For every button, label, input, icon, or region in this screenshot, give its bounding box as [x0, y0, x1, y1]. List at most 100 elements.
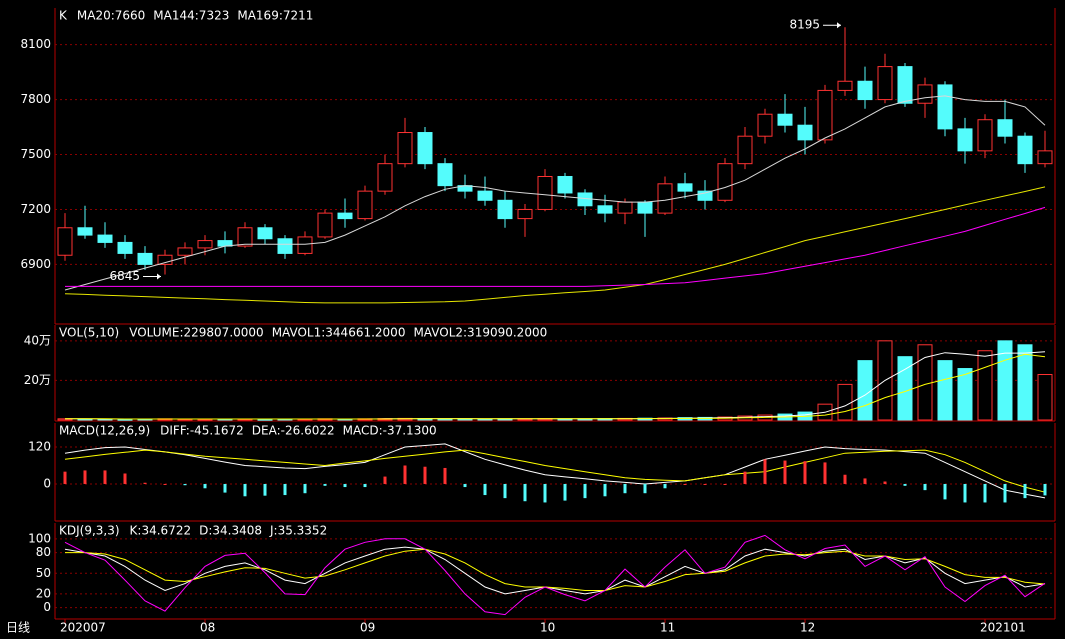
bar [823, 462, 827, 484]
legend-entry: MA144:7323 [153, 9, 229, 23]
y-tick-label: 0 [43, 476, 51, 490]
bar [483, 483, 487, 496]
candle-body [837, 80, 853, 91]
series-line [65, 353, 1046, 420]
bar [1003, 483, 1007, 503]
candle-body [817, 89, 833, 141]
x-axis-label: 日线 [6, 621, 30, 635]
candle-body [697, 190, 713, 201]
candle-body [357, 190, 373, 220]
candle-body [937, 84, 953, 130]
bar [743, 471, 747, 484]
candle-body [657, 183, 673, 214]
y-tick-label: 20 [36, 586, 51, 600]
legend-entry: VOLUME:229807.0000 [129, 326, 263, 340]
y-tick-label: 40万 [24, 333, 51, 347]
bar [977, 350, 993, 421]
bar [123, 473, 127, 484]
y-tick-label: 7200 [20, 202, 51, 216]
candle-body [157, 254, 173, 265]
series-line [64, 443, 1046, 499]
bar [603, 483, 607, 497]
bar [1023, 483, 1027, 499]
candle-body [137, 252, 153, 265]
bar [423, 466, 427, 484]
y-tick-label: 50 [36, 566, 51, 580]
candle-body [797, 124, 813, 141]
bar [843, 474, 847, 484]
x-tick-label: 202101 [980, 621, 1026, 635]
candle-body [97, 234, 113, 243]
bar [283, 483, 287, 496]
legend-entry: DIFF:-45.1672 [160, 424, 244, 438]
candle-body [417, 132, 433, 165]
candle-body [677, 183, 693, 192]
bar [1043, 483, 1047, 496]
candle-body [197, 240, 213, 249]
candle-body [317, 212, 333, 238]
candle-body [437, 163, 453, 187]
bar [837, 383, 853, 421]
candle-body [737, 135, 753, 165]
candle-body [557, 175, 573, 194]
bar [663, 483, 667, 489]
legend-entry: J:35.3352 [269, 524, 327, 538]
candle-body [757, 113, 773, 137]
bar [957, 368, 973, 421]
candle-body [617, 201, 633, 214]
bar [83, 470, 87, 484]
bar [183, 483, 187, 486]
bar [857, 360, 873, 421]
bar [723, 483, 727, 485]
candle-body [897, 66, 913, 104]
candle-body [297, 236, 313, 254]
bar [943, 483, 947, 500]
series-line [64, 186, 1046, 304]
bar [523, 483, 527, 502]
bar [763, 459, 767, 484]
candle-body [917, 84, 933, 104]
series-line [64, 95, 1046, 291]
candle-body [777, 113, 793, 126]
x-tick-label: 09 [360, 621, 375, 635]
bar [63, 471, 67, 484]
x-tick-label: 12 [800, 621, 815, 635]
bar [883, 481, 887, 484]
candle-body [77, 227, 93, 236]
bar [1037, 374, 1053, 421]
candle-body [117, 241, 133, 254]
legend-entry: K:34.6722 [130, 524, 192, 538]
bar [263, 483, 267, 496]
bar [937, 360, 953, 421]
legend-entry: DEA:-26.6022 [252, 424, 335, 438]
series-line [64, 534, 1046, 616]
bar [903, 483, 907, 486]
bar [403, 465, 407, 484]
candle-body [177, 247, 193, 256]
bar [303, 483, 307, 494]
bar [923, 483, 927, 491]
y-tick-label: 8100 [20, 37, 51, 51]
candle-body [717, 163, 733, 201]
candle-body [1037, 150, 1053, 165]
candle-body [877, 66, 893, 101]
panel-title: MACD(12,26,9) [59, 424, 150, 438]
candle-body [277, 238, 293, 254]
bar [163, 483, 167, 485]
y-tick-label: 20万 [24, 373, 51, 387]
bar [1017, 344, 1033, 421]
candle-body [997, 119, 1013, 137]
series-line [64, 449, 1046, 493]
bar [863, 478, 867, 484]
candle-body [397, 132, 413, 165]
candle-body [517, 208, 533, 220]
bar [563, 483, 567, 501]
bar [963, 483, 967, 503]
candle-body [637, 201, 653, 214]
bar [343, 483, 347, 488]
candle-body [57, 227, 73, 256]
panel-title: KDJ(9,3,3) [59, 524, 120, 538]
bar [583, 483, 587, 499]
legend-entry: MAVOL2:319090.2000 [413, 326, 547, 340]
